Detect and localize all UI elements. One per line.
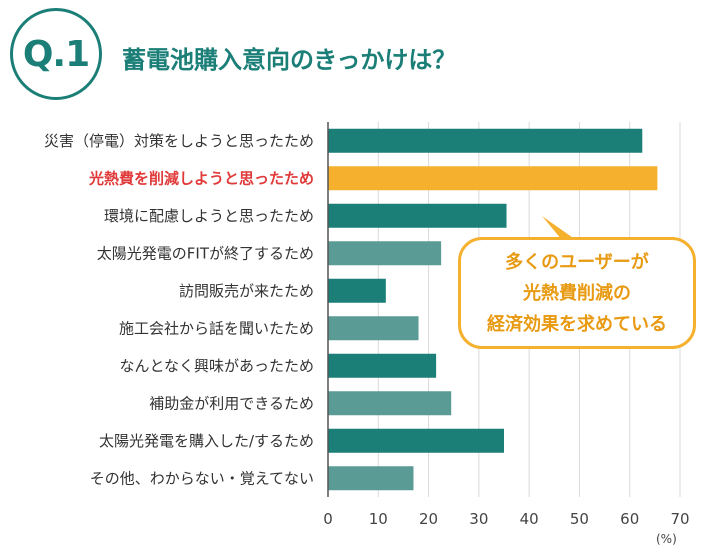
category-label: 環境に配慮しようと思ったため — [104, 207, 314, 225]
x-tick-label: 10 — [369, 510, 388, 528]
bar — [328, 391, 452, 416]
callout-box: 多くのユーザーが 光熱費削減の 経済効果を求めている — [458, 237, 696, 349]
callout-line-1: 多くのユーザーが — [505, 251, 649, 273]
callout-line-2: 光熱費削減の — [523, 282, 631, 304]
category-label: 太陽光発電のFITが終了するため — [97, 244, 314, 262]
bar — [328, 241, 442, 266]
callout-pointer — [542, 216, 576, 240]
bar — [328, 353, 437, 378]
x-tick-label: 20 — [419, 510, 438, 528]
x-tick-label: 70 — [670, 510, 689, 528]
x-tick-label: 40 — [520, 510, 539, 528]
bar — [328, 316, 419, 341]
category-label: 補助金が利用できるため — [149, 394, 314, 412]
category-label: 施工会社から話を聞いたため — [119, 319, 314, 337]
question-number-badge: Q.1 — [10, 8, 102, 100]
callout-line-3: 経済効果を求めている — [487, 313, 667, 335]
bar — [328, 428, 504, 453]
category-label: 太陽光発電を購入した/するため — [99, 432, 314, 450]
question-number: Q.1 — [22, 33, 90, 75]
bar — [328, 203, 507, 228]
axis-unit-label: (%) — [656, 532, 677, 546]
category-label: 光熱費を削減しようと思ったため — [88, 169, 314, 187]
bar — [328, 278, 386, 303]
bar — [328, 166, 658, 191]
x-tick-label: 50 — [570, 510, 589, 528]
page-title: 蓄電池購入意向のきっかけは？ — [122, 46, 457, 74]
x-tick-label: 0 — [323, 510, 333, 528]
bar — [328, 466, 414, 491]
category-label: 訪問販売が来たため — [179, 282, 314, 300]
x-tick-label: 30 — [469, 510, 488, 528]
category-label: なんとなく興味があったため — [119, 357, 314, 375]
bar — [328, 128, 643, 153]
category-label: 災害（停電）対策をしようと思ったため — [44, 132, 314, 150]
x-tick-label: 60 — [620, 510, 639, 528]
category-label: その他、わからない・覚えてない — [90, 469, 314, 487]
